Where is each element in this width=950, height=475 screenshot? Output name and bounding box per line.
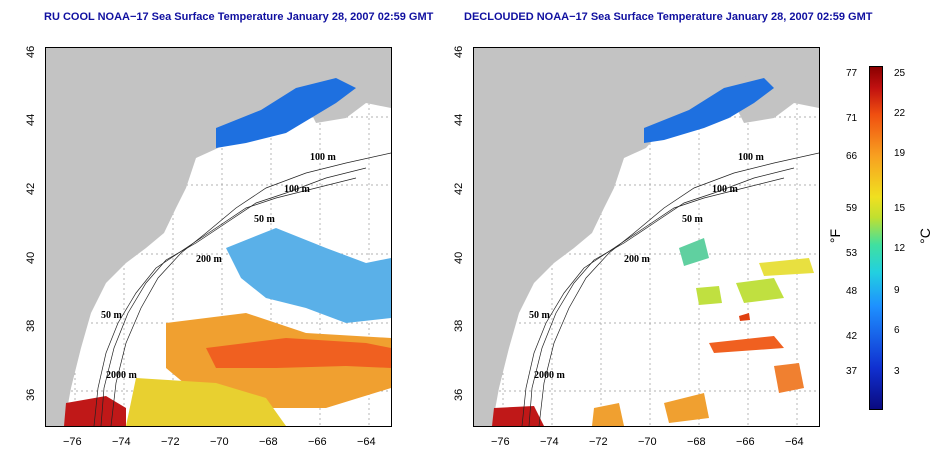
lat-tick: 38 <box>453 319 465 332</box>
lon-tick: −64 <box>785 436 804 448</box>
contour-label: 200 m <box>196 254 223 265</box>
lon-tick: −72 <box>589 436 608 448</box>
colorbar-c-tick: 6 <box>894 325 900 336</box>
contour-label: 50 m <box>529 310 551 321</box>
colorbar-f-tick: 37 <box>846 366 858 377</box>
bathymetry-contours <box>521 152 819 426</box>
colorbar-f-tick: 77 <box>846 68 858 79</box>
warm-core-sst <box>64 396 126 426</box>
left-sst-map: 100 m 100 m 50 m 200 m 50 m 2000 m <box>45 47 392 427</box>
right-map-title: DECLOUDED NOAA−17 Sea Surface Temperatur… <box>464 11 873 23</box>
shelf-sst <box>736 278 784 303</box>
gulfstream-sst <box>206 338 391 368</box>
contour-label: 100 m <box>310 152 337 163</box>
outer-sst <box>592 403 624 426</box>
lat-tick: 36 <box>453 388 465 401</box>
outer-sst <box>774 363 804 393</box>
lat-tick: 44 <box>453 113 465 126</box>
lon-tick: −76 <box>491 436 510 448</box>
lon-tick: −64 <box>357 436 376 448</box>
land-mass <box>46 48 391 426</box>
lat-tick: 42 <box>25 182 37 195</box>
colorbar-f-tick: 48 <box>846 286 858 297</box>
lat-tick: 40 <box>25 251 37 264</box>
warm-core-sst <box>492 406 544 426</box>
contour-label: 100 m <box>738 152 765 163</box>
lon-tick: −70 <box>638 436 657 448</box>
colorbar-c-tick: 9 <box>894 285 900 296</box>
lon-tick: −68 <box>687 436 706 448</box>
celsius-unit: °C <box>916 228 933 244</box>
colorbar-f-tick: 66 <box>846 151 858 162</box>
contour-label: 200 m <box>624 254 651 265</box>
contour-label: 100 m <box>712 184 739 195</box>
lat-tick: 42 <box>453 182 465 195</box>
land-mass <box>474 48 819 426</box>
fahrenheit-unit: °F <box>827 228 844 244</box>
colorbar-c-tick: 15 <box>894 203 906 214</box>
left-map-title: RU COOL NOAA−17 Sea Surface Temperature … <box>44 11 434 23</box>
shelf-sst <box>759 258 814 276</box>
gulf-of-maine-sst <box>644 78 774 143</box>
contour-label: 2000 m <box>106 370 138 381</box>
lat-tick: 46 <box>453 45 465 58</box>
colorbar-f-tick: 42 <box>846 331 858 342</box>
lon-tick: −68 <box>259 436 278 448</box>
colorbar-f-tick: 71 <box>846 113 858 124</box>
contour-label: 2000 m <box>534 370 566 381</box>
lon-tick: −70 <box>210 436 229 448</box>
bathymetry-contours <box>93 152 391 426</box>
contour-label: 50 m <box>254 214 276 225</box>
lon-tick: −72 <box>161 436 180 448</box>
contour-label: 50 m <box>101 310 123 321</box>
lon-tick: −66 <box>308 436 327 448</box>
temperature-colorbar <box>869 66 883 410</box>
outer-sst <box>126 378 286 426</box>
lat-tick: 46 <box>25 45 37 58</box>
slope-sst <box>696 286 722 305</box>
colorbar-c-tick: 3 <box>894 366 900 377</box>
shelf-sst <box>226 228 391 323</box>
right-sst-map: 100 m 100 m 50 m 200 m 50 m 2000 m <box>473 47 820 427</box>
contour-label: 50 m <box>682 214 704 225</box>
gulf-of-maine-sst <box>216 78 356 148</box>
lon-tick: −74 <box>112 436 131 448</box>
colorbar-f-tick: 59 <box>846 203 858 214</box>
lon-tick: −76 <box>63 436 82 448</box>
lat-tick: 40 <box>453 251 465 264</box>
colorbar-c-tick: 25 <box>894 68 906 79</box>
shelf-sst <box>679 238 709 266</box>
colorbar-f-tick: 53 <box>846 248 858 259</box>
lat-tick: 38 <box>25 319 37 332</box>
colorbar-c-tick: 19 <box>894 148 906 159</box>
gulfstream-sst <box>739 313 750 321</box>
lat-tick: 44 <box>25 113 37 126</box>
gulfstream-sst <box>709 336 784 353</box>
colorbar-c-tick: 12 <box>894 243 906 254</box>
lat-tick: 36 <box>25 388 37 401</box>
lon-tick: −74 <box>540 436 559 448</box>
contour-label: 100 m <box>284 184 311 195</box>
colorbar-c-tick: 22 <box>894 108 906 119</box>
outer-sst <box>664 393 709 423</box>
lon-tick: −66 <box>736 436 755 448</box>
